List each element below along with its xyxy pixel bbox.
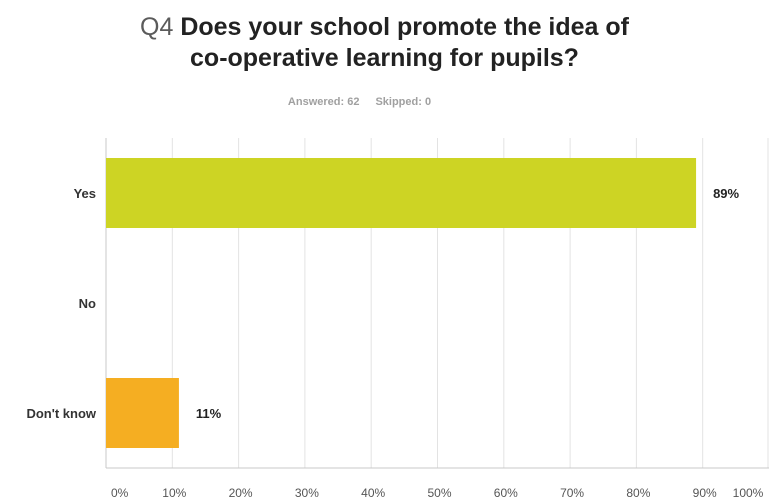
x-tick-label: 30%	[295, 486, 319, 500]
chart-title: Q4 Does your school promote the idea of …	[0, 12, 769, 74]
x-tick-label: 10%	[162, 486, 186, 500]
skipped-count: Skipped: 0	[375, 96, 432, 108]
value-label: 11%	[196, 406, 222, 421]
value-label: 89%	[713, 186, 739, 201]
question-text-line2: co-operative learning for pupils?	[190, 44, 579, 72]
x-tick-label: 90%	[693, 486, 717, 500]
x-tick-label: 50%	[427, 486, 451, 500]
bar-don-t-know	[106, 378, 179, 448]
question-number: Q4	[140, 13, 174, 41]
bar-yes	[106, 158, 697, 228]
category-label: No	[79, 296, 96, 311]
x-tick-label: 80%	[626, 486, 650, 500]
bars	[106, 158, 697, 448]
x-tick-label: 20%	[229, 486, 253, 500]
x-tick-labels: 0% 10% 20% 30% 40% 50% 60% 70% 80% 90% 100%	[111, 486, 764, 500]
category-labels: Yes No Don't know	[26, 186, 96, 421]
category-label: Don't know	[26, 406, 96, 421]
x-tick-label: 40%	[361, 486, 385, 500]
x-tick-label: 100%	[733, 486, 764, 500]
question-text-line1: Does your school promote the idea of	[180, 13, 629, 41]
category-label: Yes	[74, 186, 96, 201]
x-tick-label: 60%	[494, 486, 518, 500]
response-stats: Answered: 62 Skipped: 0	[0, 96, 719, 108]
value-labels: 89% 11%	[196, 186, 740, 421]
x-tick-label: 0%	[111, 486, 129, 500]
x-tick-label: 70%	[560, 486, 584, 500]
answered-count: Answered: 62	[287, 96, 360, 108]
